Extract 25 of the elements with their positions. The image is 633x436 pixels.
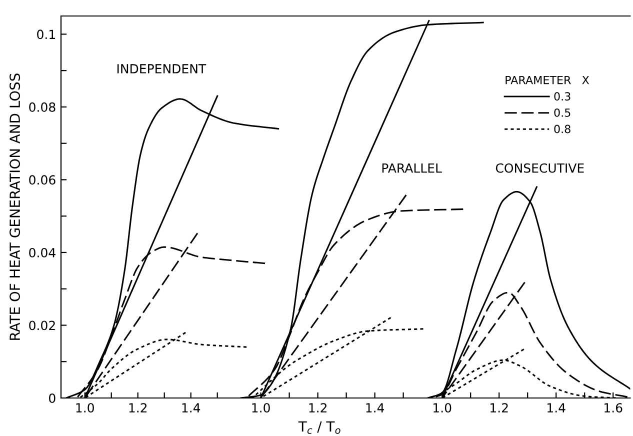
legend-title: PARAMETER X: [506, 76, 590, 84]
x-tick-label: 1.4: [366, 403, 384, 412]
y-tick-label: 0: [49, 393, 56, 403]
x-tick-label: 1.0: [76, 403, 94, 413]
y-tick-label: 0.08: [29, 102, 56, 112]
annotation: INDEPENDENT: [117, 64, 206, 74]
legend-label: 0.3: [554, 92, 570, 101]
y-tick-label: 0.1: [37, 30, 55, 40]
legend-label: 0.8: [554, 124, 570, 134]
annotation: CONSECUTIVE: [496, 163, 584, 173]
x-tick-label: 1.0: [434, 403, 452, 413]
x-tick-label: 1.2: [490, 403, 508, 412]
y-axis-title: RATE OF HEAT GENERATION AND LOSS: [10, 74, 20, 340]
x-tick-label: 1.4: [548, 403, 566, 412]
x-tick-label: 1.6: [604, 403, 622, 413]
x-tick-label: 1.4: [182, 403, 200, 412]
x-tick-label: 1.0: [252, 403, 270, 413]
legend-label: 0.5: [554, 108, 570, 117]
y-tick-label: 0.04: [29, 248, 56, 258]
y-tick-label: 0.06: [29, 175, 56, 185]
y-tick-label: 0.02: [29, 320, 55, 330]
x-axis-title: T$_{c}$ / T$_{o}$: [298, 421, 340, 434]
x-tick-label: 1.2: [309, 403, 326, 412]
x-tick-label: 1.2: [129, 403, 147, 412]
annotation: PARALLEL: [382, 164, 442, 173]
